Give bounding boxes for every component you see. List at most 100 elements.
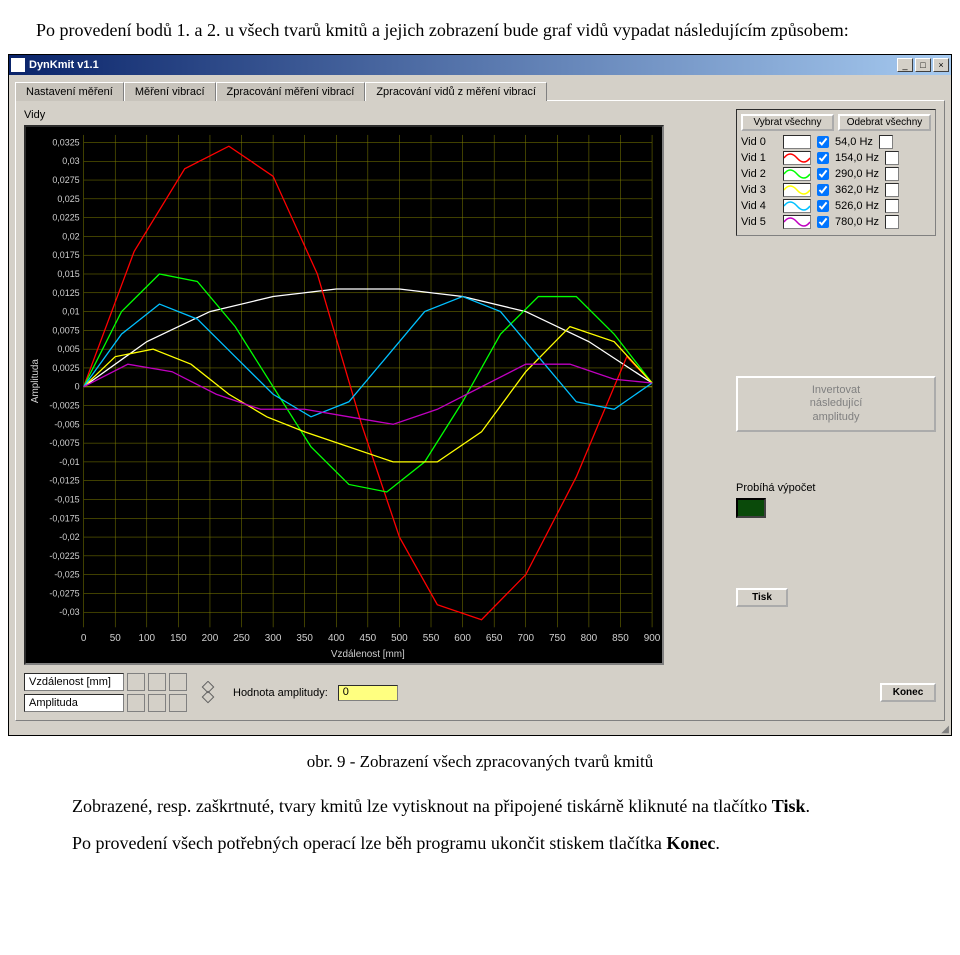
vid-checkbox[interactable] (817, 168, 829, 180)
tab[interactable]: Nastavení měření (15, 82, 124, 101)
format-y-icon[interactable] (148, 694, 166, 712)
svg-text:0,03: 0,03 (62, 157, 79, 167)
vid-checkbox[interactable] (817, 184, 829, 196)
vid-hz: 362,0 Hz (835, 184, 879, 196)
svg-text:Vzdálenost [mm]: Vzdálenost [mm] (331, 649, 405, 660)
outro-text: Zobrazené, resp. zaškrtnuté, tvary kmitů… (0, 794, 960, 895)
intro-text: Po provedení bodů 1. a 2. u všech tvarů … (0, 0, 960, 54)
color-swatch[interactable] (885, 167, 899, 181)
svg-text:-0,0125: -0,0125 (49, 476, 79, 486)
figure-caption: obr. 9 - Zobrazení všech zpracovaných tv… (0, 752, 960, 772)
vid-checkbox[interactable] (817, 200, 829, 212)
main-panel: Vidy 05010015020025030035040045050055060… (15, 100, 945, 721)
minimize-button[interactable]: _ (897, 58, 913, 72)
invert-button[interactable]: Invertovatnásledujícíamplitudy (736, 376, 936, 432)
vid-label: Vid 3 (741, 184, 777, 196)
svg-text:900: 900 (644, 633, 661, 644)
svg-text:500: 500 (391, 633, 408, 644)
remove-all-button[interactable]: Odebrat všechny (838, 114, 931, 131)
maximize-button[interactable]: □ (915, 58, 931, 72)
select-all-button[interactable]: Vybrat všechny (741, 114, 834, 131)
svg-text:0,015: 0,015 (57, 269, 79, 279)
svg-text:350: 350 (296, 633, 313, 644)
svg-text:0,0125: 0,0125 (52, 288, 79, 298)
vid-controls-panel: Vybrat všechny Odebrat všechny Vid 054,0… (736, 109, 936, 236)
tab[interactable]: Zpracování měření vibrací (216, 82, 366, 101)
bottom-toolbar: Hodnota amplitudy: 0 Konec (24, 673, 936, 712)
scale-y-icon[interactable] (169, 694, 187, 712)
outro-1a: Zobrazené, resp. zaškrtnuté, tvary kmitů… (72, 796, 772, 816)
outro-2b: Konec (666, 833, 715, 853)
vid-row: Vid 1154,0 Hz (741, 151, 931, 165)
waveform-icon[interactable] (783, 135, 811, 149)
color-swatch[interactable] (885, 151, 899, 165)
svg-text:200: 200 (202, 633, 219, 644)
svg-text:0,0325: 0,0325 (52, 138, 79, 148)
x-axis-field[interactable] (24, 673, 124, 691)
svg-text:-0,0275: -0,0275 (49, 589, 79, 599)
vid-hz: 780,0 Hz (835, 216, 879, 228)
svg-text:800: 800 (581, 633, 598, 644)
color-swatch[interactable] (885, 199, 899, 213)
svg-text:-0,0225: -0,0225 (49, 551, 79, 561)
vid-row: Vid 3 362,0 Hz (741, 183, 931, 197)
vid-checkbox[interactable] (817, 216, 829, 228)
tab-strip: Nastavení měřeníMěření vibracíZpracování… (9, 75, 951, 100)
color-swatch[interactable] (885, 183, 899, 197)
vid-checkbox[interactable] (817, 136, 829, 148)
vid-checkbox[interactable] (817, 152, 829, 164)
waveform-icon[interactable] (783, 199, 811, 213)
waveform-icon[interactable] (783, 167, 811, 181)
svg-text:-0,01: -0,01 (59, 457, 79, 467)
vid-row: Vid 5 780,0 Hz (741, 215, 931, 229)
exit-button[interactable]: Konec (880, 683, 936, 702)
lock-y-icon[interactable] (127, 694, 145, 712)
lock-x-icon[interactable] (127, 673, 145, 691)
autoscale-icon[interactable] (197, 680, 223, 706)
svg-text:100: 100 (139, 633, 156, 644)
amplitude-value: 0 (338, 685, 398, 701)
svg-text:-0,015: -0,015 (54, 495, 79, 505)
vid-row: Vid 4526,0 Hz (741, 199, 931, 213)
titlebar: DynKmit v1.1 _ □ × (9, 55, 951, 75)
vid-label: Vid 5 (741, 216, 777, 228)
resize-grip-icon[interactable]: ◢ (9, 727, 951, 735)
y-axis-field[interactable] (24, 694, 124, 712)
svg-text:-0,0075: -0,0075 (49, 438, 79, 448)
svg-text:50: 50 (110, 633, 122, 644)
vid-label: Vid 1 (741, 152, 777, 164)
waveform-icon[interactable] (783, 151, 811, 165)
svg-text:Amplituda: Amplituda (30, 359, 41, 404)
chart-title: Vidy (24, 109, 728, 121)
svg-text:-0,005: -0,005 (54, 420, 79, 430)
outro-1b: Tisk (772, 796, 806, 816)
svg-text:650: 650 (486, 633, 503, 644)
format-x-icon[interactable] (148, 673, 166, 691)
svg-text:0,025: 0,025 (57, 194, 79, 204)
svg-text:850: 850 (612, 633, 629, 644)
svg-text:-0,03: -0,03 (59, 608, 79, 618)
tab[interactable]: Zpracování vidů z měření vibrací (365, 82, 547, 101)
outro-1c: . (806, 796, 811, 816)
svg-text:250: 250 (233, 633, 250, 644)
svg-text:300: 300 (265, 633, 282, 644)
svg-text:0,02: 0,02 (62, 232, 79, 242)
vid-row: Vid 054,0 Hz (741, 135, 931, 149)
svg-text:0,01: 0,01 (62, 307, 79, 317)
waveform-icon[interactable] (783, 215, 811, 229)
waveform-icon[interactable] (783, 183, 811, 197)
vid-label: Vid 0 (741, 136, 777, 148)
outro-2c: . (715, 833, 720, 853)
color-swatch[interactable] (879, 135, 893, 149)
outro-2a: Po provedení všech potřebných operací lz… (72, 833, 666, 853)
scale-x-icon[interactable] (169, 673, 187, 691)
tab[interactable]: Měření vibrací (124, 82, 216, 101)
amplitude-label: Hodnota amplitudy: (233, 687, 328, 699)
close-button[interactable]: × (933, 58, 949, 72)
svg-text:0,0275: 0,0275 (52, 175, 79, 185)
color-swatch[interactable] (885, 215, 899, 229)
chart-area: Vidy 05010015020025030035040045050055060… (24, 109, 728, 665)
print-button[interactable]: Tisk (736, 588, 788, 607)
vid-label: Vid 4 (741, 200, 777, 212)
right-column: Vybrat všechny Odebrat všechny Vid 054,0… (736, 109, 936, 665)
